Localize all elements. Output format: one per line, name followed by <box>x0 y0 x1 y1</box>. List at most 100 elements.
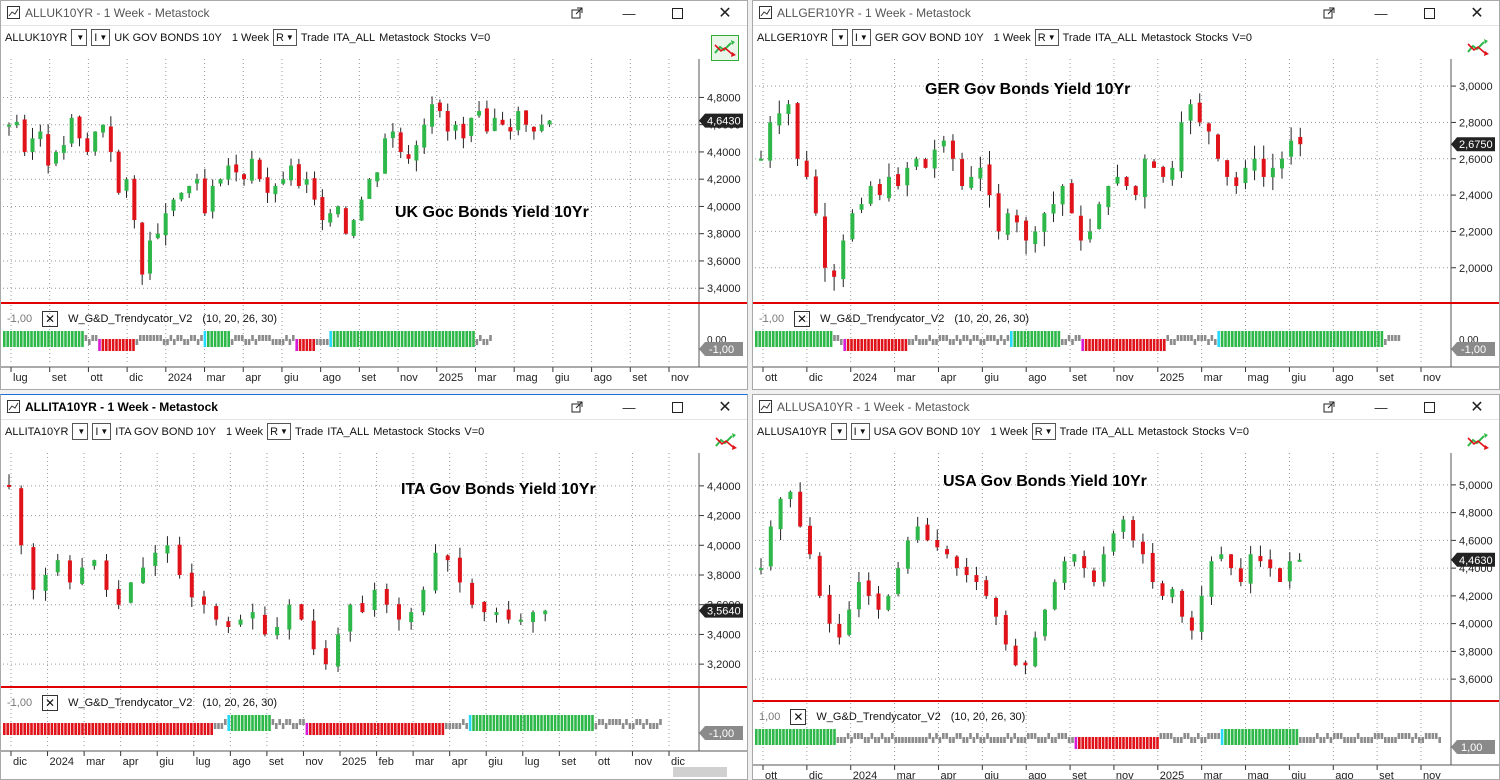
symbol-label[interactable]: ALLUK10YR <box>5 31 68 44</box>
trend-bar <box>1125 737 1129 749</box>
mode-dropdown[interactable]: R ▼ <box>272 29 297 46</box>
trend-bar <box>1248 331 1251 347</box>
period-dropdown[interactable]: I ▼ <box>91 29 111 46</box>
candle-up <box>932 149 937 169</box>
minimize-button[interactable]: — <box>622 5 636 21</box>
candle-up <box>768 526 773 567</box>
trend-bar <box>33 723 37 735</box>
chart-window-uk[interactable]: ALLUK10YR - 1 Week - Metastock — ✕ ALLUK… <box>0 0 748 390</box>
trend-bar <box>1292 331 1295 347</box>
minimize-button[interactable]: — <box>622 399 636 415</box>
description-label: USA GOV BOND 10Y <box>873 425 981 438</box>
trend-indicator-icon[interactable] <box>713 429 739 453</box>
popout-icon[interactable] <box>565 3 589 23</box>
title-bar[interactable]: ALLGER10YR - 1 Week - Metastock — ✕ <box>753 1 1499 26</box>
trend-bar <box>485 715 489 731</box>
trend-bar <box>1251 729 1254 745</box>
candle-up <box>778 498 783 530</box>
symbol-label[interactable]: ALLUSA10YR <box>757 425 827 438</box>
mode-dropdown[interactable]: R ▼ <box>1034 29 1059 46</box>
candle-up <box>226 165 231 180</box>
source-label: Metastock <box>379 31 430 44</box>
trend-bar <box>366 331 370 347</box>
maximize-button[interactable] <box>1417 397 1441 417</box>
chart-window-ger[interactable]: ALLGER10YR - 1 Week - Metastock — ✕ ALLG… <box>752 0 1500 390</box>
minimize-button[interactable]: — <box>1374 399 1388 415</box>
trend-bar <box>186 339 190 345</box>
trend-bar <box>190 723 193 735</box>
price-chart[interactable]: 4,80004,60004,40004,20004,00003,80003,60… <box>1 25 748 390</box>
candle-up <box>516 111 521 131</box>
mode-dropdown[interactable]: R ▼ <box>1031 423 1056 440</box>
close-button[interactable]: ✕ <box>718 5 732 22</box>
title-bar[interactable]: ALLUSA10YR - 1 Week - Metastock — ✕ <box>753 395 1499 420</box>
candle-up <box>287 604 292 630</box>
candle-down <box>876 593 881 610</box>
price-chart[interactable]: 4,40004,20004,00003,80003,60003,40003,20… <box>1 419 748 780</box>
chart-window-ita[interactable]: ALLITA10YR - 1 Week - Metastock — ✕ ALLI… <box>0 394 748 780</box>
trend-bar <box>918 737 921 743</box>
period-dropdown[interactable]: I ▼ <box>92 423 112 440</box>
mode-dropdown[interactable]: R ▼ <box>267 423 291 440</box>
chart-window-usa[interactable]: ALLUSA10YR - 1 Week - Metastock — ✕ ALLU… <box>752 394 1500 780</box>
chart-toolbar: ALLUK10YR ▼ I ▼ UK GOV BONDS 10Y 1 Week R… <box>1 26 687 48</box>
popout-icon[interactable] <box>1317 3 1341 23</box>
candle-up <box>547 120 552 125</box>
trend-bar <box>468 715 472 731</box>
indicator-name[interactable]: W_G&D_Trendycator_V2 <box>68 697 193 709</box>
price-chart[interactable]: 5,00004,80004,60004,40004,20004,00003,80… <box>753 419 1500 780</box>
trend-bar <box>200 723 203 735</box>
symbol-label[interactable]: ALLITA10YR <box>5 425 69 438</box>
price-chart[interactable]: 3,0000 2,8000 2,6000 2,4000 2,2000 2,0000 ott d… <box>753 25 1500 390</box>
trend-indicator-icon[interactable] <box>711 35 739 61</box>
close-indicator-icon[interactable]: ✕ <box>790 709 807 725</box>
indicator-name[interactable]: W_G&D_Trendycator_V2 <box>816 711 941 723</box>
candle-down <box>923 159 928 168</box>
candle-down <box>822 216 827 268</box>
trade-label[interactable]: Trade <box>294 425 324 438</box>
trend-bar <box>224 331 227 347</box>
trend-bar <box>1227 729 1231 745</box>
period-dropdown[interactable]: I ▼ <box>851 29 871 46</box>
close-indicator-icon[interactable]: ✕ <box>42 311 59 327</box>
trade-label[interactable]: Trade <box>1062 31 1091 44</box>
trade-label[interactable]: Trade <box>1059 425 1088 438</box>
symbol-dropdown[interactable]: ▼ <box>72 423 89 440</box>
x-tick-label: set <box>361 372 376 384</box>
trend-bar <box>1101 737 1105 749</box>
title-bar[interactable]: ALLITA10YR - 1 Week - Metastock — ✕ <box>1 395 747 420</box>
indicator-name[interactable]: W_G&D_Trendycator_V2 <box>820 313 945 325</box>
minimize-button[interactable]: — <box>1374 5 1388 21</box>
close-indicator-icon[interactable]: ✕ <box>794 311 811 327</box>
close-button[interactable]: ✕ <box>1470 399 1484 416</box>
trend-bar <box>843 737 846 743</box>
trend-bar <box>1101 339 1105 351</box>
maximize-button[interactable] <box>1417 3 1441 23</box>
trend-indicator-icon[interactable] <box>1465 429 1491 453</box>
symbol-label[interactable]: ALLGER10YR <box>757 31 828 44</box>
close-button[interactable]: ✕ <box>718 399 732 416</box>
trend-bar <box>1231 729 1234 745</box>
symbol-dropdown[interactable]: ▼ <box>71 29 88 46</box>
trade-label[interactable]: Trade <box>300 31 330 44</box>
maximize-button[interactable] <box>665 397 689 417</box>
trend-bar <box>47 331 50 347</box>
popout-icon[interactable] <box>565 397 589 417</box>
maximize-button[interactable] <box>665 3 689 23</box>
popout-icon[interactable] <box>1317 397 1341 417</box>
candle-down <box>457 557 462 583</box>
horizontal-scrollbar[interactable] <box>673 767 727 777</box>
indicator-name[interactable]: W_G&D_Trendycator_V2 <box>68 313 193 325</box>
candle-down <box>320 197 325 221</box>
period-dropdown[interactable]: I ▼ <box>850 423 870 440</box>
candle-up <box>1052 582 1057 610</box>
close-button[interactable]: ✕ <box>1470 5 1484 22</box>
symbol-dropdown[interactable]: ▼ <box>831 29 848 46</box>
title-bar[interactable]: ALLUK10YR - 1 Week - Metastock — ✕ <box>1 1 747 26</box>
symbol-dropdown[interactable]: ▼ <box>830 423 847 440</box>
trend-indicator-icon[interactable] <box>1465 35 1491 59</box>
candle-down <box>1229 554 1234 569</box>
close-indicator-icon[interactable]: ✕ <box>42 695 59 711</box>
trend-bar <box>159 723 162 735</box>
svg-text:4,4630: 4,4630 <box>1459 555 1493 567</box>
